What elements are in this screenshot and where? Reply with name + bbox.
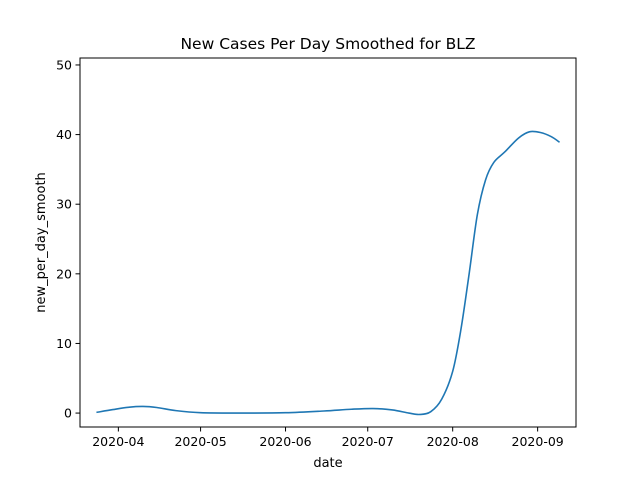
- x-axis-label: date: [313, 456, 342, 471]
- y-tick-label: 0: [64, 406, 72, 421]
- y-tick-label: 50: [56, 57, 72, 72]
- y-axis-ticks: 0 10 20 30 40 50: [56, 57, 80, 421]
- y-tick-label: 30: [56, 197, 72, 212]
- x-tick-label: 2020-07: [342, 434, 394, 449]
- x-tick-label: 2020-06: [259, 434, 311, 449]
- x-axis-ticks: 2020-04 2020-05 2020-06 2020-07 2020-08 2020-…: [92, 427, 564, 449]
- plot-area: [80, 58, 576, 427]
- series-layer: [96, 130, 561, 416]
- y-tick-label: 20: [56, 266, 72, 281]
- chart-title: New Cases Per Day Smoothed for BLZ: [180, 35, 475, 53]
- y-tick-label: 10: [56, 336, 72, 351]
- x-tick-label: 2020-08: [427, 434, 479, 449]
- series-line-0: [96, 130, 561, 416]
- y-axis-label: new_per_day_smooth: [34, 172, 49, 313]
- y-tick-label: 40: [56, 127, 72, 142]
- x-tick-label: 2020-09: [512, 434, 564, 449]
- plot-frame: [79, 57, 577, 428]
- x-tick-label: 2020-04: [92, 434, 144, 449]
- x-tick-label: 2020-05: [174, 434, 226, 449]
